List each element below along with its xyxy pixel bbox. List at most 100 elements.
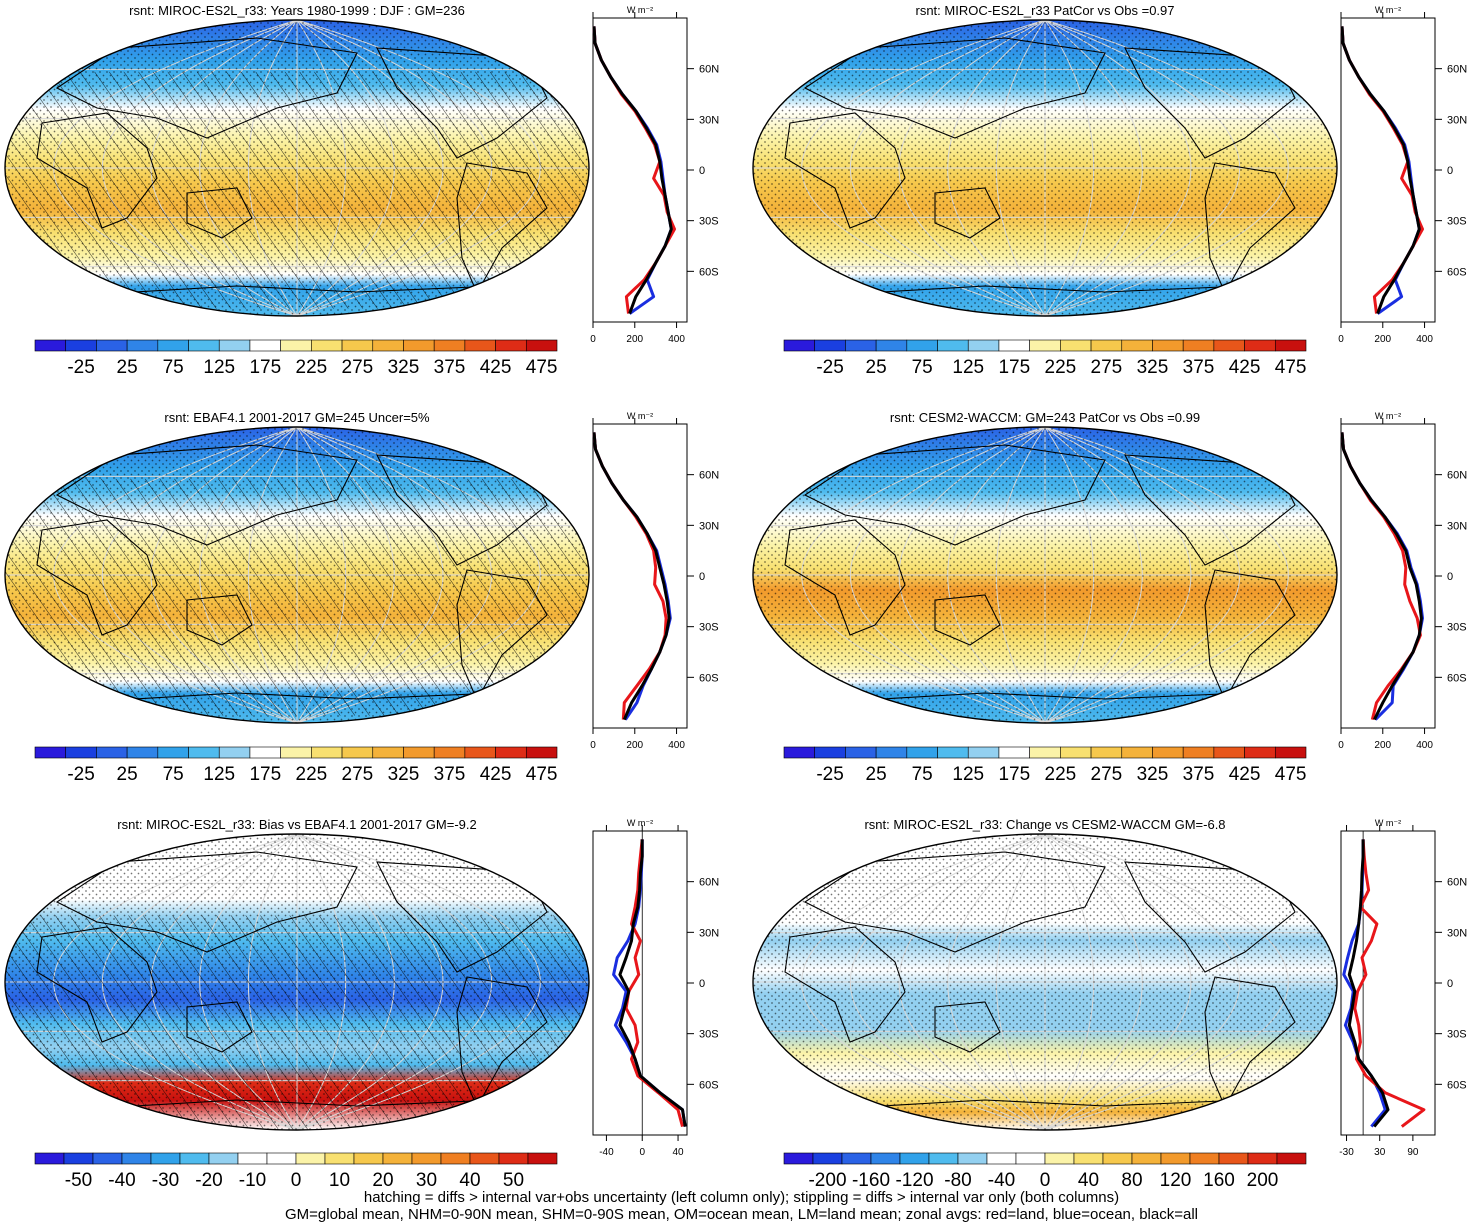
- colorbar-tick-label: 125: [203, 764, 235, 785]
- colorbar-tick-label: 25: [866, 357, 887, 378]
- colorbar-box: [218, 339, 251, 352]
- profile-ytick-label: 60S: [1447, 1079, 1467, 1091]
- colorbar-box: [495, 339, 527, 352]
- colorbar-box: [403, 339, 435, 352]
- profile-xtick-label: 0: [1338, 740, 1344, 751]
- colorbar-tick-label: 0: [1040, 1170, 1051, 1191]
- colorbar-box: [1131, 1152, 1162, 1165]
- profile-xtick-label: 200: [626, 740, 643, 751]
- stippling-layer: [753, 20, 1337, 316]
- colorbar-tick-label: 475: [526, 764, 558, 785]
- colorbar-box: [1213, 746, 1245, 759]
- colorbar-box: [65, 746, 97, 759]
- colorbar-box: [1090, 746, 1123, 759]
- profile-xtick-label: 400: [1416, 334, 1433, 345]
- colorbar-tick-label: 275: [342, 764, 374, 785]
- colorbar-box: [121, 1152, 152, 1165]
- colorbar-box: [179, 1152, 210, 1165]
- profile-xtick-label: 0: [590, 740, 596, 751]
- stippling-layer: [753, 427, 1337, 723]
- colorbar-box: [96, 339, 128, 352]
- profile-units: W m⁻²: [627, 5, 653, 15]
- profile-ytick-label: 60S: [699, 672, 719, 684]
- colorbar-box: [967, 339, 1000, 352]
- panel-title: rsnt: MIROC-ES2L_r33 PatCor vs Obs =0.97: [915, 3, 1175, 18]
- colorbar-box: [353, 1152, 384, 1165]
- colorbar-tick-label: 375: [1183, 357, 1215, 378]
- colorbar-box: [845, 339, 877, 352]
- colorbar-box: [464, 339, 496, 352]
- colorbar-tick-label: -50: [65, 1170, 92, 1191]
- profile-ytick-label: 60N: [1447, 470, 1467, 482]
- profile-line-ocean: [1342, 839, 1387, 1128]
- profile-ytick-label: 0: [699, 165, 705, 177]
- panel-5: -50 -40 -30 -20 -10 0 10 20 30 40 50 60N 30N 0 30S 60S -…: [4, 818, 719, 1191]
- colorbar-box: [1189, 1152, 1220, 1165]
- colorbar-box: [188, 339, 220, 352]
- profile-ytick-label: 0: [1447, 571, 1453, 583]
- colorbar-box: [157, 746, 189, 759]
- colorbar-box: [157, 339, 189, 352]
- profile-xtick-label: 0: [1338, 334, 1344, 345]
- colorbar-tick-label: 425: [1229, 357, 1261, 378]
- profile-xtick-label: 90: [1407, 1147, 1419, 1158]
- colorbar-box: [1073, 1152, 1104, 1165]
- profile-xtick-label: -40: [599, 1147, 614, 1158]
- colorbar-tick-label: 275: [1091, 764, 1123, 785]
- profile-ytick-label: 60N: [699, 877, 719, 889]
- colorbar-box: [341, 339, 374, 352]
- colorbar-box: [34, 339, 67, 352]
- colorbar-box: [34, 1152, 65, 1165]
- colorbar-box: [1274, 339, 1307, 352]
- colorbar-tick-label: -80: [944, 1170, 971, 1191]
- profile-line-all: [1340, 432, 1423, 721]
- profile-line-land: [1340, 432, 1422, 720]
- profile-xtick-label: 400: [668, 740, 685, 751]
- profile-line-all: [592, 432, 671, 721]
- colorbar-tick-label: 120: [1160, 1170, 1192, 1191]
- colorbar-box: [1218, 1152, 1249, 1165]
- colorbar-box: [1276, 1152, 1307, 1165]
- profile-ytick-label: 30S: [1447, 1029, 1467, 1041]
- profile-line-all: [1347, 839, 1390, 1128]
- colorbar-box: [208, 1152, 239, 1165]
- colorbar-tick-label: 200: [1247, 1170, 1279, 1191]
- panel-title: rsnt: MIROC-ES2L_r33: Bias vs EBAF4.1 20…: [117, 817, 477, 832]
- profile-frame: [1340, 830, 1436, 1136]
- colorbar-box: [783, 1152, 814, 1165]
- panel-2: -25 25 75 125 175 225 275 325 375 425 475 60N 30N 0 30…: [752, 5, 1467, 378]
- profile-ytick-label: 60N: [699, 64, 719, 76]
- colorbar-tick-label: 375: [1183, 764, 1215, 785]
- colorbar-box: [967, 746, 1000, 759]
- map-field: [5, 20, 589, 316]
- panel-title: rsnt: MIROC-ES2L_r33: Change vs CESM2-WA…: [864, 817, 1226, 832]
- colorbar-box: [1247, 1152, 1278, 1165]
- profile-ytick-label: 30N: [699, 114, 719, 126]
- colorbar-box: [403, 746, 435, 759]
- colorbar-tick-label: 20: [372, 1170, 393, 1191]
- colorbar-tick-label: 375: [434, 764, 466, 785]
- colorbar-box: [1029, 746, 1061, 759]
- colorbar-tick-label: 325: [1137, 357, 1169, 378]
- hatching-layer: [5, 478, 589, 716]
- profile-line-all: [618, 839, 687, 1127]
- map-field: [753, 834, 1337, 1130]
- zonal-profile: 60N 30N 0 30S 60S 0 200 400 W m⁻²: [1338, 411, 1467, 751]
- colorbar-tick-label: 50: [503, 1170, 524, 1191]
- colorbar-tick-label: -40: [108, 1170, 135, 1191]
- colorbar-box: [814, 339, 846, 352]
- colorbar-box: [341, 746, 374, 759]
- footer-line-2: GM=global mean, NHM=0-90N mean, SHM=0-90…: [284, 1206, 1198, 1223]
- colorbar-box: [928, 1152, 959, 1165]
- profile-ytick-label: 60S: [699, 1079, 719, 1091]
- colorbar-tick-label: 0: [291, 1170, 302, 1191]
- zonal-profile: 60N 30N 0 30S 60S -40 0 40 W m⁻²: [592, 818, 719, 1158]
- profile-ytick-label: 30N: [699, 520, 719, 532]
- colorbar-box: [957, 1152, 988, 1165]
- colorbar-box: [280, 339, 312, 352]
- colorbar-tick-label: 125: [952, 357, 984, 378]
- colorbar-tick-label: 375: [434, 357, 466, 378]
- profile-ytick-label: 30S: [1447, 216, 1467, 228]
- colorbar-box: [1182, 746, 1215, 759]
- profile-frame: [1340, 17, 1436, 323]
